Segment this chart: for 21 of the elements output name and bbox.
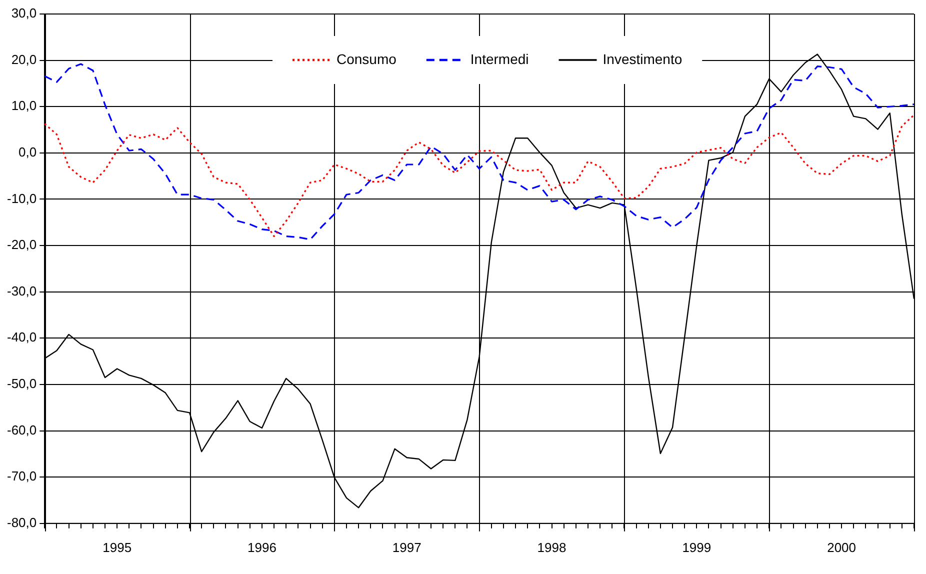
y-tick-label: -30,0 — [6, 283, 37, 298]
x-tick-label: 1998 — [537, 540, 566, 555]
x-tick-label: 1999 — [682, 540, 712, 555]
x-tick-label: 1996 — [248, 540, 276, 555]
y-tick-label: 10,0 — [11, 98, 37, 114]
y-tick-label: -80,0 — [6, 514, 37, 530]
legend-label: Investimento — [602, 50, 682, 67]
y-tick-label: -20,0 — [6, 237, 37, 252]
y-tick-label: -10,0 — [6, 190, 37, 206]
y-tick-label: -60,0 — [6, 422, 37, 438]
y-tick-label: -50,0 — [6, 376, 37, 392]
x-tick-label: 1995 — [102, 540, 132, 555]
legend-label: Intermedi — [470, 50, 529, 67]
legend-label: Consumo — [336, 50, 397, 67]
x-tick-label: 2000 — [827, 540, 856, 555]
y-tick-label: 20,0 — [11, 52, 37, 67]
y-tick-label: 0,0 — [18, 144, 37, 160]
x-tick-label: 1997 — [392, 540, 422, 555]
y-tick-label: 30,0 — [11, 6, 37, 21]
y-tick-label: -70,0 — [6, 468, 37, 484]
y-tick-label: -40,0 — [6, 330, 37, 345]
